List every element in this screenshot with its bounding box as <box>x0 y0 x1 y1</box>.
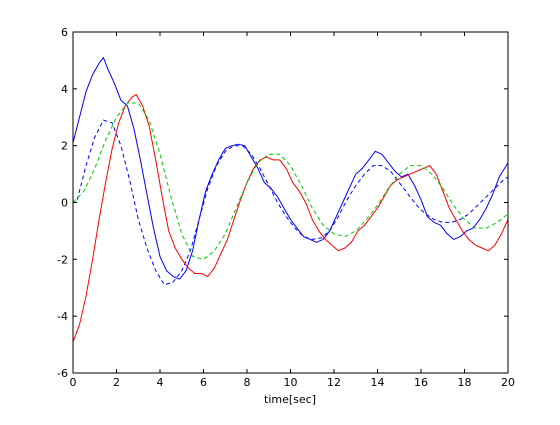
blue-solid-series-line <box>72 57 509 280</box>
x-tick-label: 10 <box>284 376 298 389</box>
tick-layer: 0 2 4 6 8 10 12 14 16 18 20 -6 -4 -2 0 2 4 6 <box>57 26 515 389</box>
y-tick-label: 2 <box>61 140 68 153</box>
red-solid-series-line <box>72 94 509 342</box>
x-tick-label: 6 <box>200 376 207 389</box>
x-tick-label: 8 <box>244 376 251 389</box>
y-tick-label: -2 <box>57 253 68 266</box>
green-dashed-series-line <box>72 102 509 260</box>
y-tick-label: 4 <box>61 83 68 96</box>
series-layer <box>72 57 509 342</box>
x-axis-label: time[sec] <box>264 393 316 406</box>
y-tick-label: -6 <box>57 367 68 380</box>
x-tick-label: 16 <box>414 376 428 389</box>
blue-dashed-series-line <box>76 119 509 286</box>
y-tick-label: 6 <box>61 26 68 39</box>
x-tick-label: 0 <box>70 376 77 389</box>
x-tick-label: 2 <box>113 376 120 389</box>
x-tick-label: 20 <box>501 376 515 389</box>
x-tick-label: 12 <box>327 376 341 389</box>
y-tick-label: -4 <box>57 310 68 323</box>
plot-area <box>73 32 508 373</box>
x-tick-label: 14 <box>371 376 385 389</box>
x-tick-label: 4 <box>157 376 164 389</box>
y-tick-label: 0 <box>61 197 68 210</box>
x-tick-label: 18 <box>458 376 472 389</box>
